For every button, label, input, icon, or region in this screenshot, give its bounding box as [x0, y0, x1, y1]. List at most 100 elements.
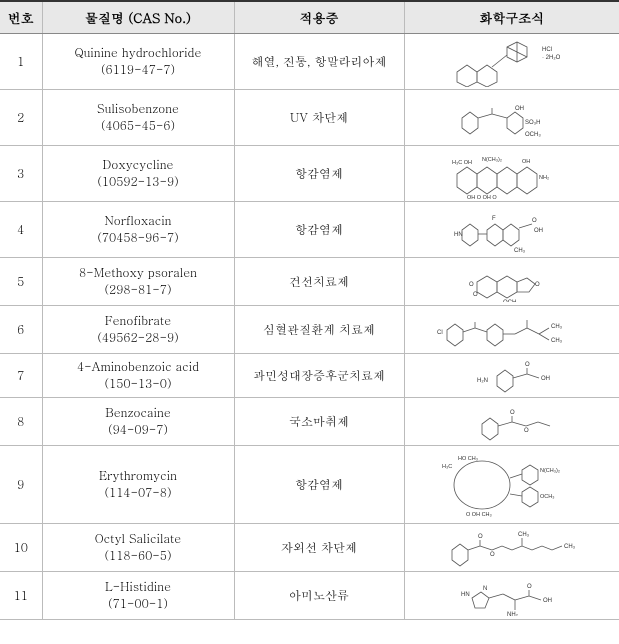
svg-text:O: O	[490, 552, 495, 558]
svg-text:NH₂: NH₂	[507, 612, 519, 616]
cell-num: 1	[0, 34, 42, 90]
cas-number: (4065-45-6)	[47, 118, 230, 134]
cell-structure: H₂NOOH	[404, 354, 619, 398]
cell-structure: HN F O OH CH₃	[404, 202, 619, 258]
cell-num: 10	[0, 524, 42, 572]
cell-name: Sulisobenzone(4065-45-6)	[42, 90, 234, 146]
cell-structure: OHOOCH₃CH₃	[404, 524, 619, 572]
svg-text:O: O	[532, 218, 537, 224]
cell-num: 4	[0, 202, 42, 258]
cell-name: Quinine hydrochloride(6119-47-7)	[42, 34, 234, 90]
substance-name: 4-Aminobenzoic acid	[47, 359, 230, 376]
cell-application: 심혈관질환계 치료제	[234, 306, 404, 354]
substance-name: Sulisobenzone	[47, 101, 230, 118]
cas-number: (118-60-5)	[47, 548, 230, 564]
cas-number: (49562-28-9)	[47, 330, 230, 346]
table-row: 8Benzocaine(94-09-7)국소마취제NH₂OO	[0, 398, 619, 446]
svg-text:SO₃H: SO₃H	[525, 120, 540, 126]
cell-structure: HCl · 2H₂O	[404, 34, 619, 90]
cell-num: 6	[0, 306, 42, 354]
cas-number: (298-81-7)	[47, 282, 230, 298]
cell-application: 건선치료제	[234, 258, 404, 306]
cell-structure: H₃CHO CH₃N(CH₃)₂OCH₃O OH CH₃	[404, 446, 619, 524]
cell-num: 2	[0, 90, 42, 146]
substance-name: Norfloxacin	[47, 213, 230, 230]
cell-application: 해열, 진통, 항말라리아제	[234, 34, 404, 90]
cell-name: L-Histidine(71-00-1)	[42, 572, 234, 620]
svg-text:OCH₃: OCH₃	[540, 494, 554, 500]
cell-application: 항감염제	[234, 202, 404, 258]
substance-name: Doxycycline	[47, 157, 230, 174]
table-row: 11L-Histidine(71-00-1)아미노산류HNNOOHNH₂	[0, 572, 619, 620]
svg-text:H₃C: H₃C	[442, 464, 452, 470]
table-row: 3Doxycycline(10592-13-9)항감염제H₃C OHN(CH₃)…	[0, 146, 619, 202]
cell-application: 국소마취제	[234, 398, 404, 446]
svg-text:H₃C OH: H₃C OH	[452, 160, 472, 166]
svg-text:O: O	[473, 292, 478, 298]
substance-name: Benzocaine	[47, 405, 230, 422]
substance-name: Fenofibrate	[47, 313, 230, 330]
svg-text:N: N	[483, 586, 487, 592]
svg-text:CH₃: CH₃	[514, 248, 526, 254]
cas-number: (114-07-8)	[47, 485, 230, 501]
col-header-num: 번호	[0, 1, 42, 34]
cell-structure: OH SO₃H OCH₃	[404, 90, 619, 146]
cell-structure: Cl CH₃ CH₃	[404, 306, 619, 354]
table-row: 1Quinine hydrochloride(6119-47-7)해열, 진통,…	[0, 34, 619, 90]
svg-text:O: O	[527, 584, 532, 590]
svg-text:O OH CH₃: O OH CH₃	[466, 512, 492, 518]
svg-text:O: O	[535, 282, 540, 288]
svg-text:O: O	[525, 362, 530, 368]
svg-text:O: O	[469, 282, 474, 288]
col-header-structure: 화학구조식	[404, 1, 619, 34]
svg-text:OH: OH	[534, 228, 543, 234]
svg-text:OH: OH	[541, 376, 550, 382]
cell-structure: OOOOCH₃	[404, 258, 619, 306]
svg-text:· 2H₂O: · 2H₂O	[542, 55, 561, 61]
cell-num: 8	[0, 398, 42, 446]
substance-name: 8-Methoxy psoralen	[47, 265, 230, 282]
cell-name: Erythromycin(114-07-8)	[42, 446, 234, 524]
cell-name: Fenofibrate(49562-28-9)	[42, 306, 234, 354]
svg-text:OCH₃: OCH₃	[503, 300, 519, 302]
svg-text:CH₃: CH₃	[551, 338, 563, 344]
table-row: 6Fenofibrate(49562-28-9)심혈관질환계 치료제ClCH₃C…	[0, 306, 619, 354]
col-header-name: 물질명 (CAS No.)	[42, 1, 234, 34]
svg-text:CH₃: CH₃	[518, 532, 530, 538]
table-row: 2Sulisobenzone(4065-45-6)UV 차단제OHSO₃HOCH…	[0, 90, 619, 146]
svg-text:HN: HN	[454, 232, 463, 238]
svg-text:Cl: Cl	[437, 330, 443, 336]
svg-text:N(CH₃)₂: N(CH₃)₂	[482, 157, 502, 163]
cell-application: 아미노산류	[234, 572, 404, 620]
cell-application: UV 차단제	[234, 90, 404, 146]
cell-num: 11	[0, 572, 42, 620]
cell-name: Doxycycline(10592-13-9)	[42, 146, 234, 202]
svg-text:O: O	[478, 534, 483, 540]
cas-number: (71-00-1)	[47, 596, 230, 612]
svg-text:HCl: HCl	[542, 47, 552, 53]
cell-num: 3	[0, 146, 42, 202]
svg-text:OH: OH	[515, 106, 524, 112]
cell-application: 항감염제	[234, 146, 404, 202]
svg-text:OCH₃: OCH₃	[525, 132, 541, 138]
table-row: 9Erythromycin(114-07-8)항감염제H₃CHO CH₃N(CH…	[0, 446, 619, 524]
svg-text:F: F	[492, 216, 496, 222]
table-row: 10Octyl Salicilate(118-60-5)자외선 차단제OHOOC…	[0, 524, 619, 572]
cell-name: Norfloxacin(70458-96-7)	[42, 202, 234, 258]
svg-text:OH: OH	[522, 159, 530, 165]
chemical-table: 번호 물질명 (CAS No.) 적용증 화학구조식 1Quinine hydr…	[0, 0, 619, 620]
cas-number: (10592-13-9)	[47, 174, 230, 190]
cell-application: 과민성대장증후군치료제	[234, 354, 404, 398]
cell-name: 8-Methoxy psoralen(298-81-7)	[42, 258, 234, 306]
svg-text:CH₃: CH₃	[564, 544, 576, 550]
cell-name: Octyl Salicilate(118-60-5)	[42, 524, 234, 572]
cell-structure: HNNOOHNH₂	[404, 572, 619, 620]
col-header-application: 적용증	[234, 1, 404, 34]
substance-name: L-Histidine	[47, 579, 230, 596]
svg-text:OH: OH	[543, 598, 552, 604]
svg-text:CH₃: CH₃	[551, 324, 563, 330]
cell-name: Benzocaine(94-09-7)	[42, 398, 234, 446]
cell-num: 7	[0, 354, 42, 398]
substance-name: Erythromycin	[47, 468, 230, 485]
cell-num: 5	[0, 258, 42, 306]
